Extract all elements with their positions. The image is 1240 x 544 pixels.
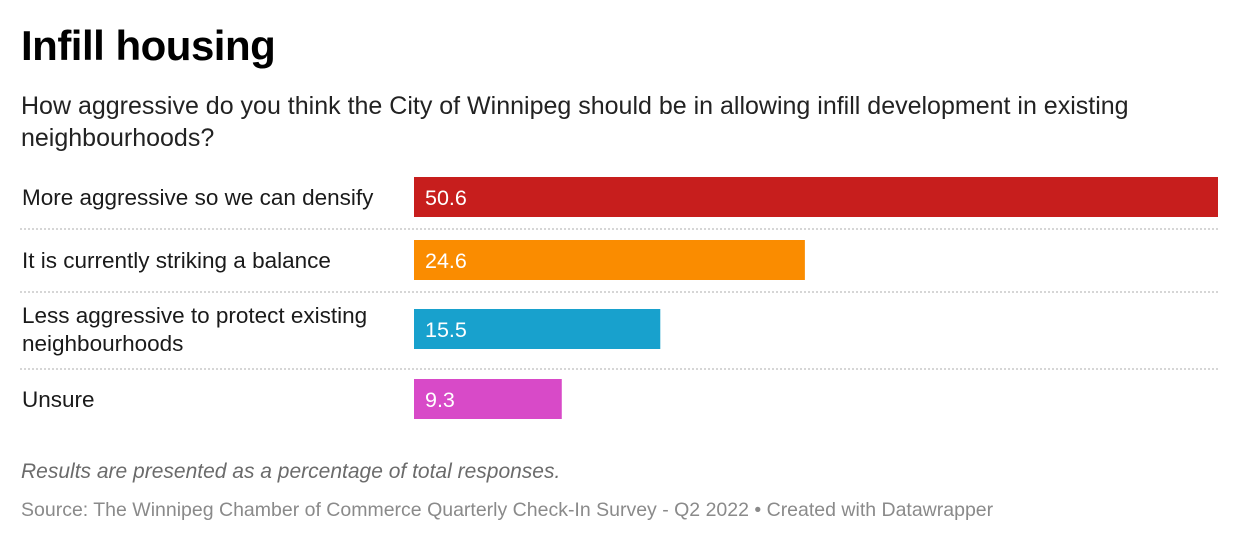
chart-subtitle: How aggressive do you think the City of … [21, 92, 1129, 152]
category-label: More aggressive so we can densify [22, 185, 374, 210]
bar [414, 240, 805, 280]
bar [414, 379, 562, 419]
category-label: Less aggressive to protect existing [22, 303, 367, 328]
bar [414, 309, 661, 349]
chart-notes: Results are presented as a percentage of… [21, 460, 561, 483]
category-label: Unsure [22, 387, 95, 412]
bar-chart: More aggressive so we can densify 50.6 It … [20, 177, 1218, 419]
chart-source: Source: The Winnipeg Chamber of Commerce… [21, 499, 994, 521]
chart-title: Infill housing [21, 22, 276, 69]
value-label: 50.6 [425, 186, 467, 210]
value-label: 24.6 [425, 249, 467, 273]
category-label: It is currently striking a balance [22, 248, 331, 273]
value-label: 9.3 [425, 388, 455, 412]
bar [414, 177, 1218, 217]
category-label: neighbourhoods [22, 331, 183, 356]
value-label: 15.5 [425, 318, 467, 342]
